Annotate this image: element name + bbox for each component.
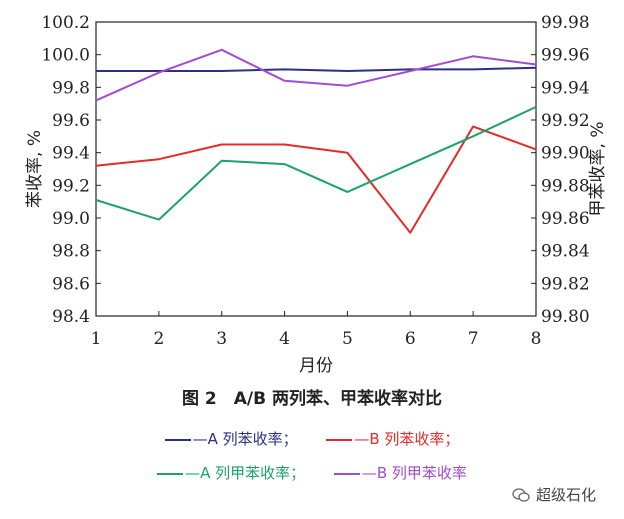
x-tick-label: 8 [531,329,542,349]
right-tick-label: 99.94 [541,78,590,98]
right-tick-label: 99.82 [541,274,590,294]
x-tick-label: 3 [216,329,227,349]
legend-swatch-a-toluene [157,472,184,475]
figure-caption: 图 2 A/B 两列苯、甲苯收率对比 [182,389,442,409]
left-tick-label: 99.6 [52,111,90,131]
right-tick-label: 99.92 [541,111,590,131]
left-tick-label: 100.0 [41,46,90,66]
legend-label-b-benzene: —B 列苯收率； [354,430,460,448]
x-tick-label: 4 [279,329,290,349]
left-tick-label: 98.4 [52,307,90,327]
right-tick-label: 99.86 [541,209,590,229]
left-tick-label: 98.6 [52,274,90,294]
legend-row-1: —A 列苯收率； —B 列苯收率； [0,428,624,449]
right-tick-label: 99.88 [541,176,590,196]
series-line-4 [95,48,537,102]
series-line-2 [95,125,537,234]
right-tick-label: 99.96 [541,46,590,66]
left-axis-title: 苯收率, % [25,130,45,208]
right-axis-title: 甲苯收率, % [588,122,608,217]
x-tick-label: 7 [468,329,479,349]
left-tick-label: 99.2 [52,176,90,196]
x-axis-title: 月份 [299,356,333,376]
legend-item-b-toluene: —B 列甲苯收率 [333,462,467,483]
series-line-3 [95,105,537,221]
right-tick-label: 99.80 [541,307,590,327]
wechat-icon [512,487,530,502]
x-tick-label: 2 [153,329,164,349]
x-tick-label: 1 [91,329,102,349]
right-tick-label: 99.98 [541,13,590,33]
legend-row-2: —A 列甲苯收率； —B 列甲苯收率 [0,462,624,483]
left-tick-label: 98.8 [52,242,90,262]
watermark: 超级石化 [512,484,596,505]
right-tick-label: 99.84 [541,242,590,262]
legend-label-b-toluene: —B 列甲苯收率 [361,464,467,482]
legend-item-a-toluene: —A 列甲苯收率； [157,462,305,483]
left-tick-label: 99.4 [52,144,90,164]
plot-frame [95,21,537,317]
x-tick-label: 5 [342,329,353,349]
left-tick-label: 99.8 [52,78,90,98]
watermark-text: 超级石化 [536,486,597,504]
series-line-1 [96,66,537,72]
legend-item-b-benzene: —B 列苯收率； [326,428,459,449]
x-tick-label: 6 [405,329,416,349]
left-tick-label: 99.0 [52,209,90,229]
left-tick-label: 100.2 [41,13,90,33]
legend-label-a-toluene: —A 列甲苯收率； [185,464,306,482]
legend-swatch-b-toluene [333,472,360,475]
legend-label-a-benzene: —A 列苯收率； [192,430,298,448]
legend-item-a-benzene: —A 列苯收率； [164,428,298,449]
legend-swatch-b-benzene [326,438,353,441]
right-tick-label: 99.90 [541,144,590,164]
legend-swatch-a-benzene [164,438,191,441]
